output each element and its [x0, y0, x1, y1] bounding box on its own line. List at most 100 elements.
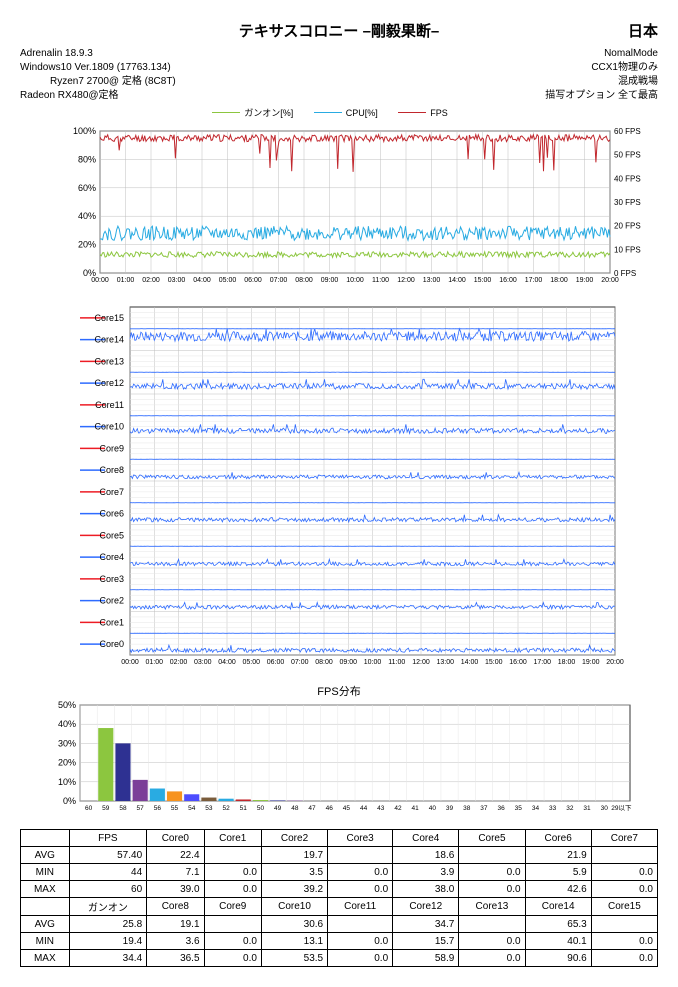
svg-text:14:00: 14:00 — [461, 659, 479, 666]
svg-text:Core8: Core8 — [99, 465, 124, 475]
svg-text:Core4: Core4 — [99, 552, 124, 562]
table-cell: 19.1 — [147, 916, 204, 933]
svg-text:40: 40 — [429, 805, 437, 812]
svg-text:37: 37 — [480, 805, 488, 812]
table-cell: 0.0 — [204, 933, 261, 950]
table-cell: 60 — [69, 881, 147, 898]
svg-text:18:00: 18:00 — [550, 277, 568, 284]
table-cell: 0.0 — [459, 881, 525, 898]
svg-text:Core13: Core13 — [94, 356, 124, 366]
svg-text:12:00: 12:00 — [412, 659, 430, 666]
chart1-svg: 0%20%40%60%80%100%0 FPS10 FPS20 FPS30 FP… — [20, 123, 658, 293]
table-cell: 19.7 — [261, 847, 327, 864]
svg-text:09:00: 09:00 — [339, 659, 357, 666]
svg-text:11:00: 11:00 — [388, 659, 405, 666]
svg-text:Core2: Core2 — [99, 596, 124, 606]
svg-text:41: 41 — [412, 805, 420, 812]
sysinfo-line: NomalMode — [545, 47, 658, 61]
svg-text:42: 42 — [394, 805, 402, 812]
chart3: FPS分布 0%10%20%30%40%50%60595857565554535… — [20, 683, 658, 819]
svg-text:32: 32 — [566, 805, 574, 812]
chart3-svg: 0%10%20%30%40%50%60595857565554535251504… — [20, 699, 658, 819]
table-row: MIN19.43.60.013.10.015.70.040.10.0 — [21, 933, 658, 950]
svg-text:19:00: 19:00 — [576, 277, 594, 284]
table-row: AVG25.819.130.634.765.3 — [21, 916, 658, 933]
table-cell: 58.9 — [393, 950, 459, 967]
table-cell: 38.0 — [393, 881, 459, 898]
table-cell: 34.4 — [69, 950, 147, 967]
sysinfo-line: 混成戦場 — [545, 75, 658, 89]
table-cell: 0.0 — [328, 881, 393, 898]
svg-text:09:00: 09:00 — [321, 277, 339, 284]
svg-text:29以下: 29以下 — [611, 804, 632, 812]
sysinfo-left: Adrenalin 18.9.3 Windows10 Ver.1809 (177… — [20, 47, 176, 103]
table-cell: 0.0 — [204, 950, 261, 967]
table-cell — [459, 916, 525, 933]
svg-text:55: 55 — [171, 805, 179, 812]
svg-text:40%: 40% — [58, 719, 76, 729]
table-cell: AVG — [21, 847, 70, 864]
table-cell — [204, 916, 261, 933]
table-cell: 34.7 — [393, 916, 459, 933]
svg-text:52: 52 — [222, 805, 230, 812]
svg-text:16:00: 16:00 — [509, 659, 527, 666]
svg-text:46: 46 — [326, 805, 334, 812]
table-cell: 0.0 — [459, 933, 525, 950]
svg-text:Core7: Core7 — [99, 487, 124, 497]
svg-text:16:00: 16:00 — [499, 277, 517, 284]
table-cell: 57.40 — [69, 847, 147, 864]
table-header-cell: Core0 — [147, 830, 204, 847]
table-cell: 5.9 — [525, 864, 591, 881]
svg-text:07:00: 07:00 — [291, 659, 309, 666]
svg-text:Core11: Core11 — [95, 400, 124, 410]
table-cell: MAX — [21, 881, 70, 898]
legend-cpu-swatch — [314, 112, 342, 113]
table-cell: 15.7 — [393, 933, 459, 950]
table-cell: 44 — [69, 864, 147, 881]
svg-text:40%: 40% — [78, 211, 96, 221]
svg-text:Core9: Core9 — [99, 443, 124, 453]
table-header-cell: Core9 — [204, 898, 261, 916]
table-cell — [204, 847, 261, 864]
svg-text:10%: 10% — [58, 777, 76, 787]
table-cell: MIN — [21, 864, 70, 881]
svg-text:54: 54 — [188, 805, 196, 812]
legend-gunon: ガンオン[%] — [244, 106, 293, 119]
table-cell: 36.5 — [147, 950, 204, 967]
chart2: 00:0001:0002:0003:0004:0005:0006:0007:00… — [20, 303, 658, 673]
svg-text:36: 36 — [497, 805, 505, 812]
table-header-cell: Core2 — [261, 830, 327, 847]
table-cell: 0.0 — [328, 933, 393, 950]
svg-text:44: 44 — [360, 805, 368, 812]
svg-text:05:00: 05:00 — [242, 659, 260, 666]
svg-text:04:00: 04:00 — [193, 277, 211, 284]
table-cell: 0.0 — [591, 881, 657, 898]
sysinfo-line: Adrenalin 18.9.3 — [20, 47, 176, 61]
svg-text:07:00: 07:00 — [270, 277, 288, 284]
table-header-cell: Core4 — [393, 830, 459, 847]
svg-text:38: 38 — [463, 805, 471, 812]
svg-text:35: 35 — [515, 805, 523, 812]
svg-text:00:00: 00:00 — [121, 659, 139, 666]
header: テキサスコロニー –剛毅果断– 日本 — [20, 20, 658, 41]
svg-text:34: 34 — [532, 805, 540, 812]
legend-fps: FPS — [430, 108, 448, 118]
svg-text:11:00: 11:00 — [372, 277, 389, 284]
svg-text:Core15: Core15 — [94, 313, 124, 323]
stats-table: FPSCore0Core1Core2Core3Core4Core5Core6Co… — [20, 829, 658, 967]
sysinfo-line: Radeon RX480@定格 — [20, 89, 176, 103]
svg-text:03:00: 03:00 — [168, 277, 186, 284]
svg-text:17:00: 17:00 — [525, 277, 543, 284]
table-cell: 53.5 — [261, 950, 327, 967]
sysinfo-line: Windows10 Ver.1809 (17763.134) — [20, 61, 176, 75]
table-header-cell: Core15 — [591, 898, 657, 916]
svg-text:10:00: 10:00 — [346, 277, 364, 284]
svg-text:08:00: 08:00 — [315, 659, 333, 666]
table-cell: 13.1 — [261, 933, 327, 950]
legend-cpu: CPU[%] — [346, 108, 378, 118]
table-cell: 90.6 — [525, 950, 591, 967]
table-header-cell: Core10 — [261, 898, 327, 916]
sysinfo-line: Ryzen7 2700@ 定格 (8C8T) — [20, 75, 176, 89]
svg-text:Core6: Core6 — [99, 509, 124, 519]
table-row: MAX6039.00.039.20.038.00.042.60.0 — [21, 881, 658, 898]
